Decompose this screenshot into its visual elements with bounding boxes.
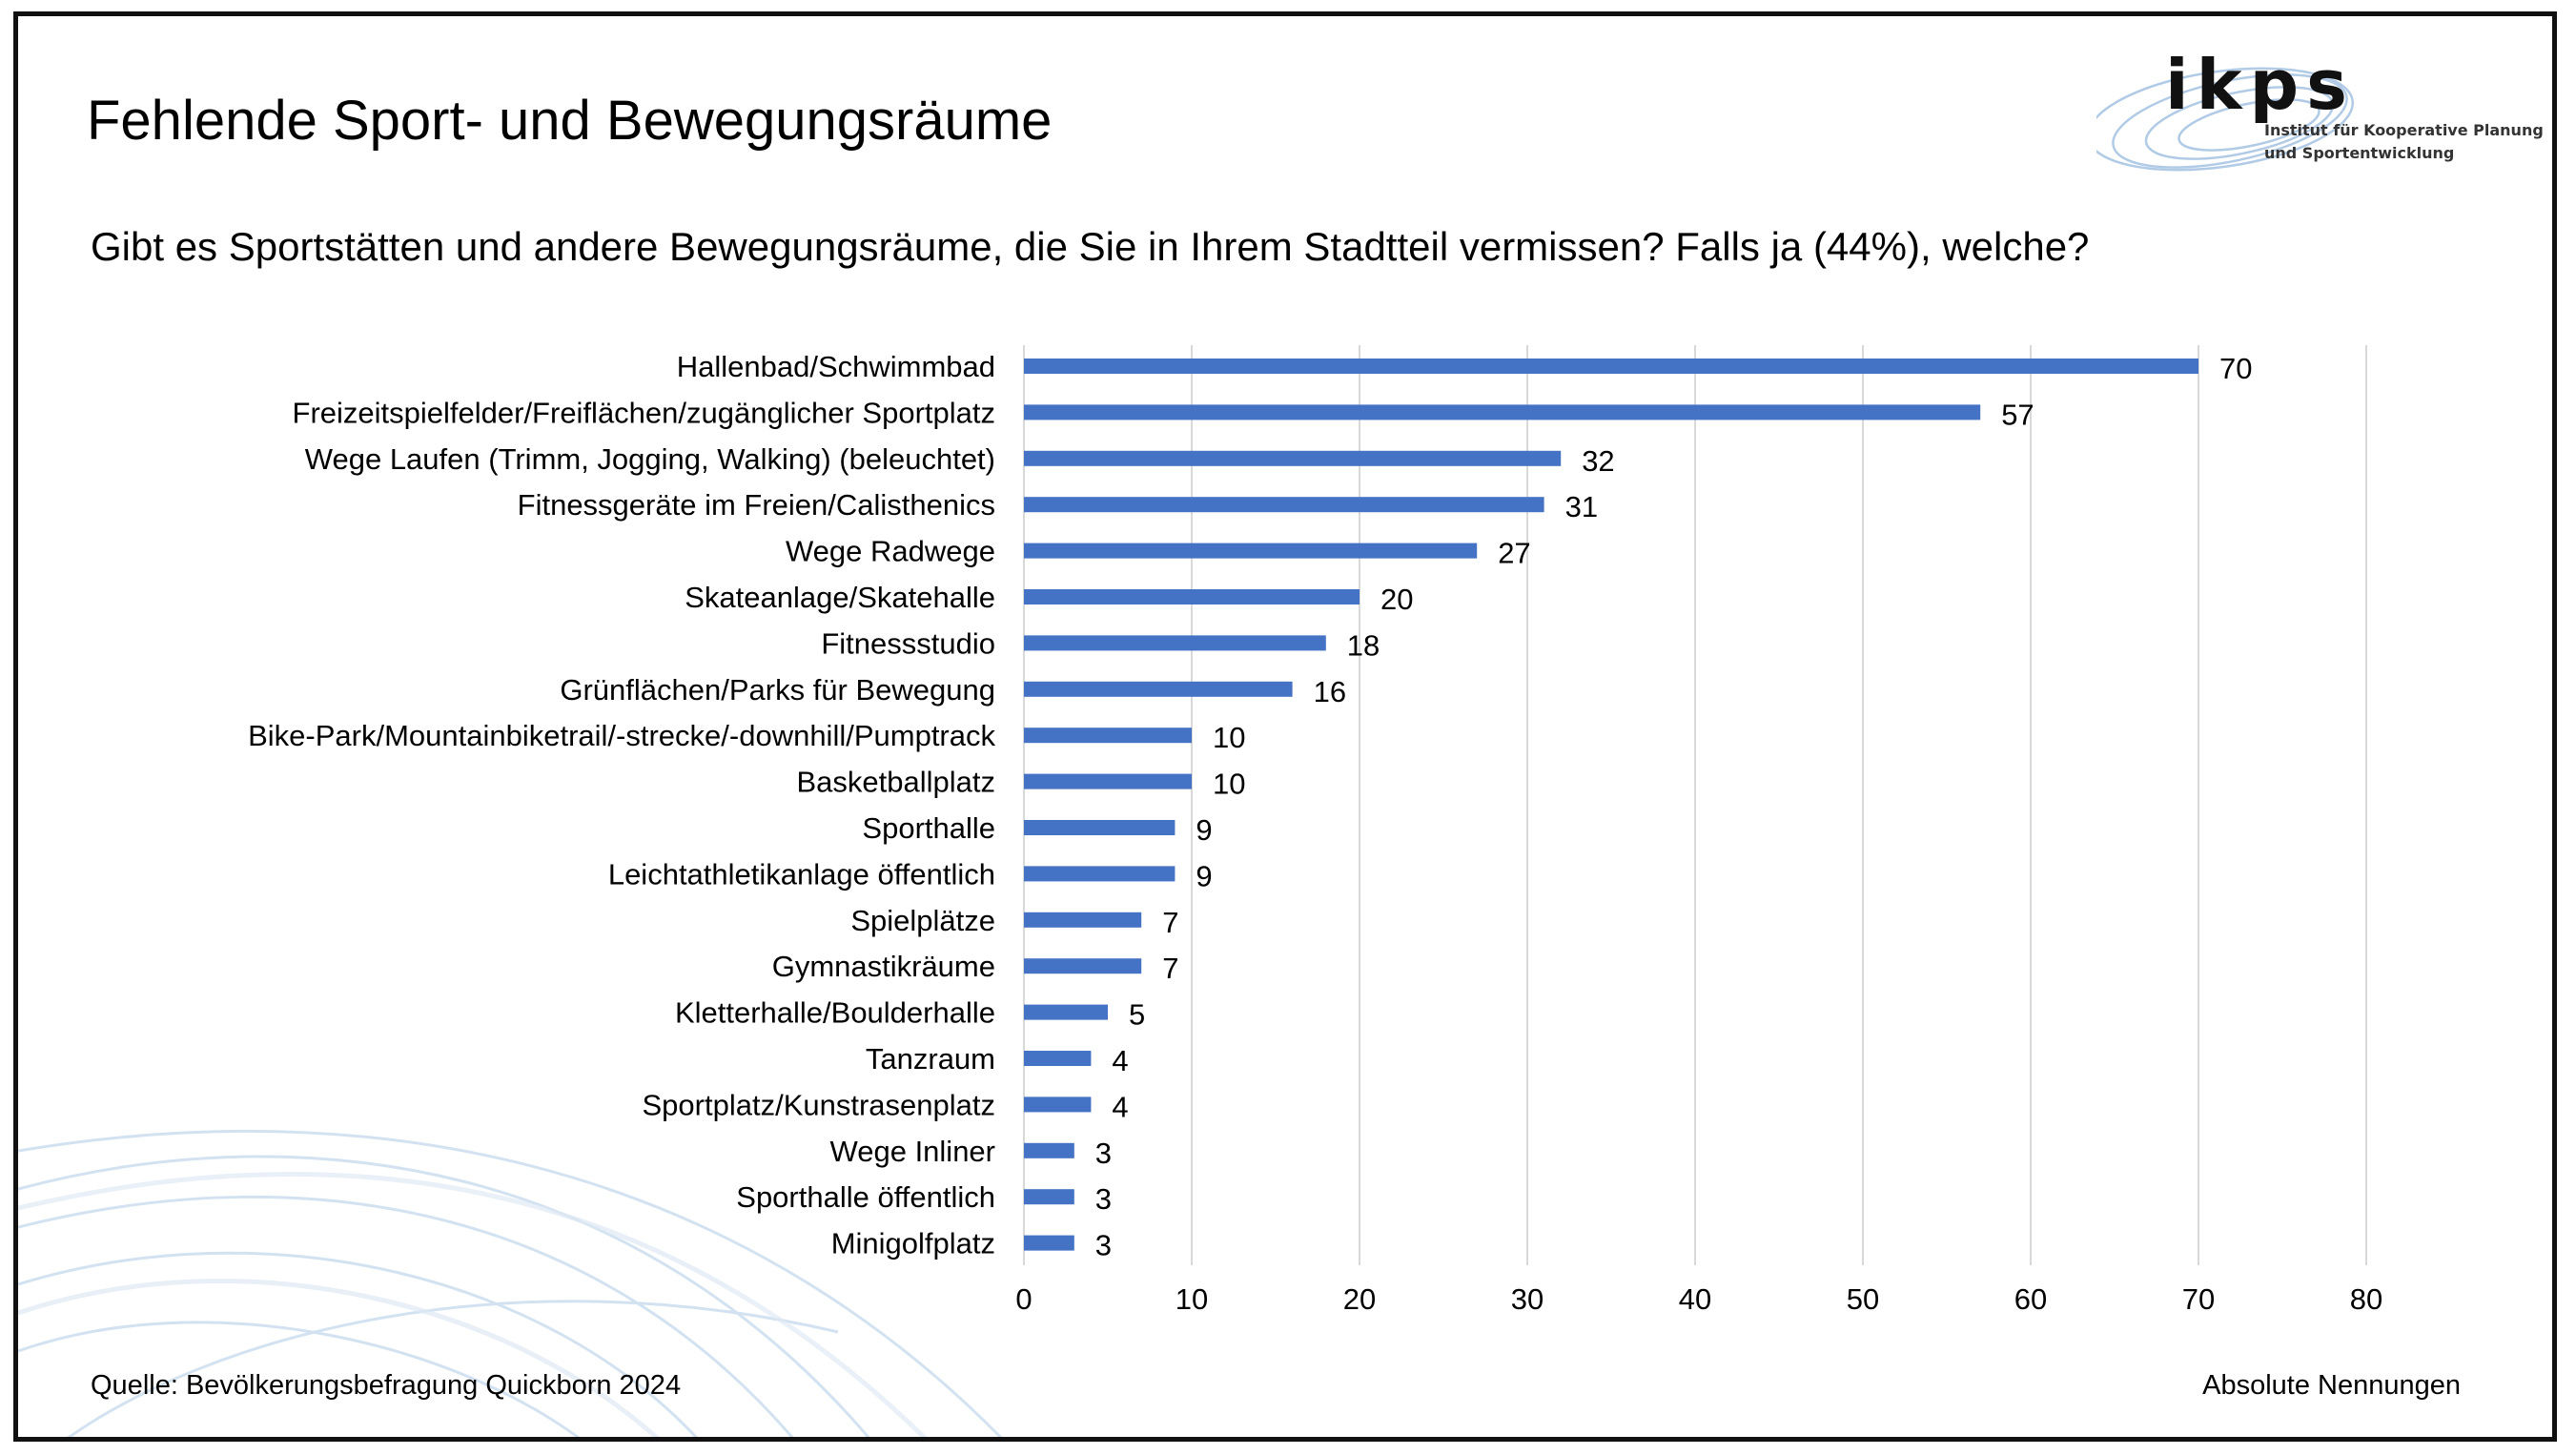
logo-subtitle-line1: Institut für Kooperative Planung bbox=[2264, 121, 2544, 139]
bar bbox=[1024, 681, 1293, 697]
x-tick-label: 60 bbox=[2014, 1282, 2047, 1316]
x-tick-label: 0 bbox=[1015, 1282, 1032, 1316]
category-label: Leichtathletikanlage öffentlich bbox=[608, 857, 995, 891]
data-label: 70 bbox=[2219, 352, 2252, 385]
x-tick-label: 50 bbox=[1847, 1282, 1879, 1316]
data-label: 7 bbox=[1162, 952, 1178, 985]
category-labels: Hallenbad/Schwimmbad Freizeitspielfelder/… bbox=[248, 350, 995, 1260]
bar bbox=[1024, 1004, 1108, 1020]
x-tick-label: 80 bbox=[2350, 1282, 2382, 1316]
bar bbox=[1024, 728, 1192, 744]
data-label: 3 bbox=[1095, 1229, 1112, 1262]
bar bbox=[1024, 773, 1192, 789]
category-label: Bike-Park/Mountainbiketrail/-strecke/-do… bbox=[248, 719, 995, 752]
bar bbox=[1024, 543, 1478, 559]
data-label: 10 bbox=[1213, 721, 1245, 754]
bar bbox=[1024, 1142, 1074, 1158]
category-label: Sporthalle bbox=[862, 811, 995, 845]
data-label: 20 bbox=[1380, 583, 1413, 616]
category-label: Kletterhalle/Boulderhalle bbox=[675, 996, 995, 1030]
bar bbox=[1024, 404, 1981, 420]
grid-lines bbox=[1023, 345, 2367, 1265]
unit-note: Absolute Nennungen bbox=[2202, 1370, 2461, 1401]
survey-question: Gibt es Sportstätten und andere Bewegung… bbox=[91, 224, 2090, 269]
bar bbox=[1024, 866, 1176, 882]
data-label: 10 bbox=[1213, 768, 1245, 801]
source-note: Quelle: Bevölkerungsbefragung Quickborn … bbox=[91, 1370, 682, 1401]
slide: Fehlende Sport- und Bewegungsräume ikps … bbox=[13, 11, 2557, 1442]
bar bbox=[1024, 820, 1176, 835]
bar bbox=[1024, 958, 1142, 974]
bar-chart: Hallenbad/Schwimmbad Freizeitspielfelder/… bbox=[248, 345, 2382, 1316]
category-label: Wege Radwege bbox=[786, 535, 995, 568]
bar bbox=[1024, 1051, 1092, 1066]
category-label: Tanzraum bbox=[866, 1042, 995, 1076]
category-label: Grünflächen/Parks für Bewegung bbox=[560, 673, 995, 707]
category-label: Wege Laufen (Trimm, Jogging, Walking) (b… bbox=[305, 442, 995, 476]
category-label: Spielplätze bbox=[850, 904, 995, 937]
category-label: Wege Inliner bbox=[830, 1135, 995, 1168]
slide-title: Fehlende Sport- und Bewegungsräume bbox=[87, 90, 1053, 152]
background-swoosh-decoration bbox=[18, 1129, 1003, 1437]
data-label: 31 bbox=[1565, 490, 1598, 523]
ikps-logo-subtitle: Institut für Kooperative Planung und Spo… bbox=[2264, 119, 2544, 165]
category-label: Fitnessstudio bbox=[821, 626, 995, 660]
data-label: 27 bbox=[1498, 537, 1530, 570]
bar bbox=[1024, 912, 1142, 928]
category-label: Skateanlage/Skatehalle bbox=[685, 581, 995, 614]
logo-subtitle-line2: und Sportentwicklung bbox=[2264, 144, 2455, 162]
data-label: 18 bbox=[1347, 628, 1380, 662]
x-axis-ticks: 0 10 20 30 40 50 60 70 80 bbox=[1015, 1282, 2382, 1316]
bar bbox=[1024, 1189, 1074, 1205]
x-tick-label: 40 bbox=[1679, 1282, 1711, 1316]
category-label: Hallenbad/Schwimmbad bbox=[677, 350, 995, 383]
ikps-logo-swirl-icon bbox=[2096, 67, 2355, 172]
data-label: 7 bbox=[1162, 906, 1178, 939]
bar bbox=[1024, 589, 1360, 605]
category-label: Sporthalle öffentlich bbox=[736, 1180, 995, 1214]
x-tick-label: 70 bbox=[2182, 1282, 2215, 1316]
bar bbox=[1024, 359, 2198, 374]
category-label: Freizeitspielfelder/Freiflächen/zugängli… bbox=[293, 396, 995, 429]
bar bbox=[1024, 450, 1562, 466]
data-label: 4 bbox=[1112, 1044, 1128, 1077]
bars bbox=[1024, 359, 2198, 1251]
x-tick-label: 30 bbox=[1511, 1282, 1544, 1316]
data-label: 3 bbox=[1095, 1137, 1112, 1170]
data-label: 5 bbox=[1129, 998, 1145, 1032]
bar bbox=[1024, 1235, 1074, 1251]
data-label: 9 bbox=[1196, 859, 1212, 892]
bar bbox=[1024, 635, 1326, 651]
data-label: 9 bbox=[1196, 813, 1212, 847]
category-label: Minigolfplatz bbox=[831, 1227, 995, 1260]
bar bbox=[1024, 497, 1544, 513]
data-label: 32 bbox=[1582, 444, 1614, 478]
category-label: Basketballplatz bbox=[796, 766, 995, 799]
bar bbox=[1024, 1096, 1092, 1113]
data-label: 16 bbox=[1314, 675, 1346, 708]
ikps-logo-wordmark: ikps bbox=[2165, 45, 2355, 125]
data-label: 4 bbox=[1112, 1090, 1128, 1123]
x-tick-label: 20 bbox=[1343, 1282, 1376, 1316]
category-label: Gymnastikräume bbox=[772, 950, 995, 983]
category-label: Sportplatz/Kunstrasenplatz bbox=[643, 1088, 996, 1121]
category-label: Fitnessgeräte im Freien/Calisthenics bbox=[518, 488, 995, 522]
data-label: 57 bbox=[2001, 398, 2034, 431]
data-label: 3 bbox=[1095, 1182, 1112, 1216]
x-tick-label: 10 bbox=[1176, 1282, 1208, 1316]
